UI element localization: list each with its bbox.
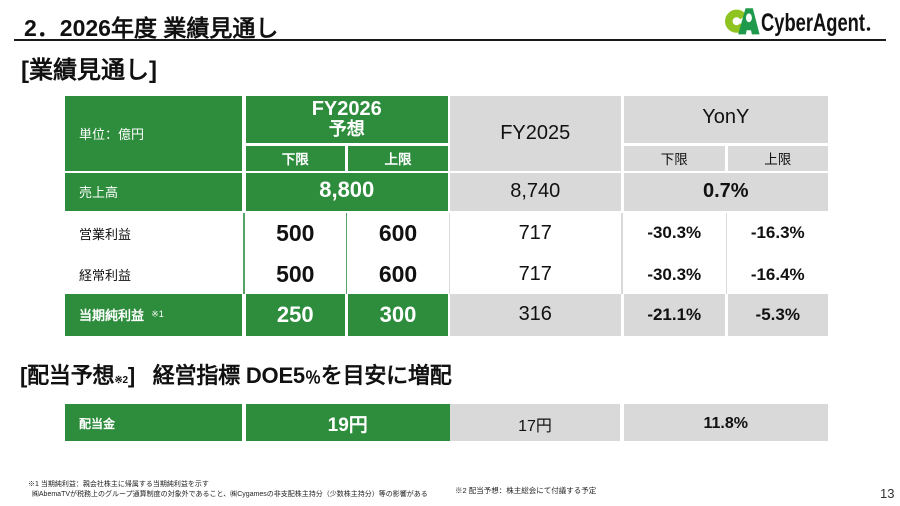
svg-text:CyberAgent: CyberAgent [761, 9, 865, 37]
